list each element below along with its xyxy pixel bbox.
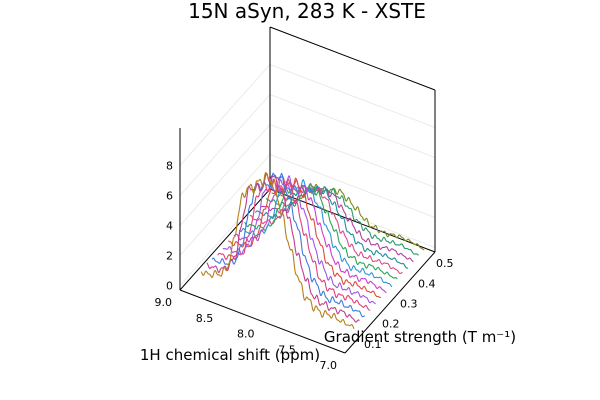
series-line	[211, 172, 365, 318]
y-tick-label: 0.1	[364, 338, 382, 351]
z-tick-label: 8	[166, 160, 173, 173]
series-line	[200, 171, 355, 330]
x-axis-label: 1H chemical shift (ppm)	[140, 346, 320, 364]
chart-title: 15N aSyn, 283 K - XSTE	[188, 0, 426, 23]
z-grid-line-back-wall	[269, 64, 436, 128]
series-layer	[200, 171, 425, 330]
series-line	[244, 184, 398, 280]
series-line	[233, 179, 387, 294]
y-tick-label: 0.3	[400, 298, 418, 311]
z-tick-label: 4	[166, 220, 173, 233]
y-tick-label: 0.5	[436, 257, 454, 270]
z-grid-line-back-wall	[269, 124, 436, 188]
z-grid-line-back-wall	[269, 94, 436, 158]
x-tick-label: 8.5	[196, 312, 214, 325]
z-tick-label: 6	[166, 190, 173, 203]
z-tick-label: 2	[166, 250, 173, 263]
z-grid-line-left-wall	[179, 64, 271, 166]
series-line	[228, 177, 381, 299]
axis-box-edge	[269, 26, 436, 91]
series-line	[238, 179, 393, 288]
z-grid-line-left-wall	[179, 154, 271, 256]
axis-box-edge	[344, 251, 436, 354]
series-line	[222, 175, 376, 305]
z-grid-line-left-wall	[179, 94, 271, 196]
x-tick-label: 9.0	[155, 296, 173, 309]
x-tick-label: 7.5	[278, 343, 296, 356]
tick-layer: 9.0 8.5 8.0 7.5 7.0 0.10.20.30.40.5 0 2 4 6 8	[155, 160, 454, 373]
y-tick-label: 0.2	[382, 318, 400, 331]
axis-box-edge	[179, 289, 346, 354]
y-axis-label: Gradient strength (T m⁻¹)	[324, 328, 516, 346]
x-tick-label: 8.0	[237, 328, 255, 341]
y-tick-label: 0.4	[418, 277, 436, 290]
series-line	[217, 175, 371, 311]
z-grid-line-back-wall	[269, 154, 436, 218]
z-grid-line-left-wall	[179, 124, 271, 226]
x-tick-label: 7.0	[320, 359, 338, 372]
series-line	[206, 172, 360, 323]
z-tick-label: 0	[166, 280, 173, 293]
grid-layer	[179, 64, 436, 286]
